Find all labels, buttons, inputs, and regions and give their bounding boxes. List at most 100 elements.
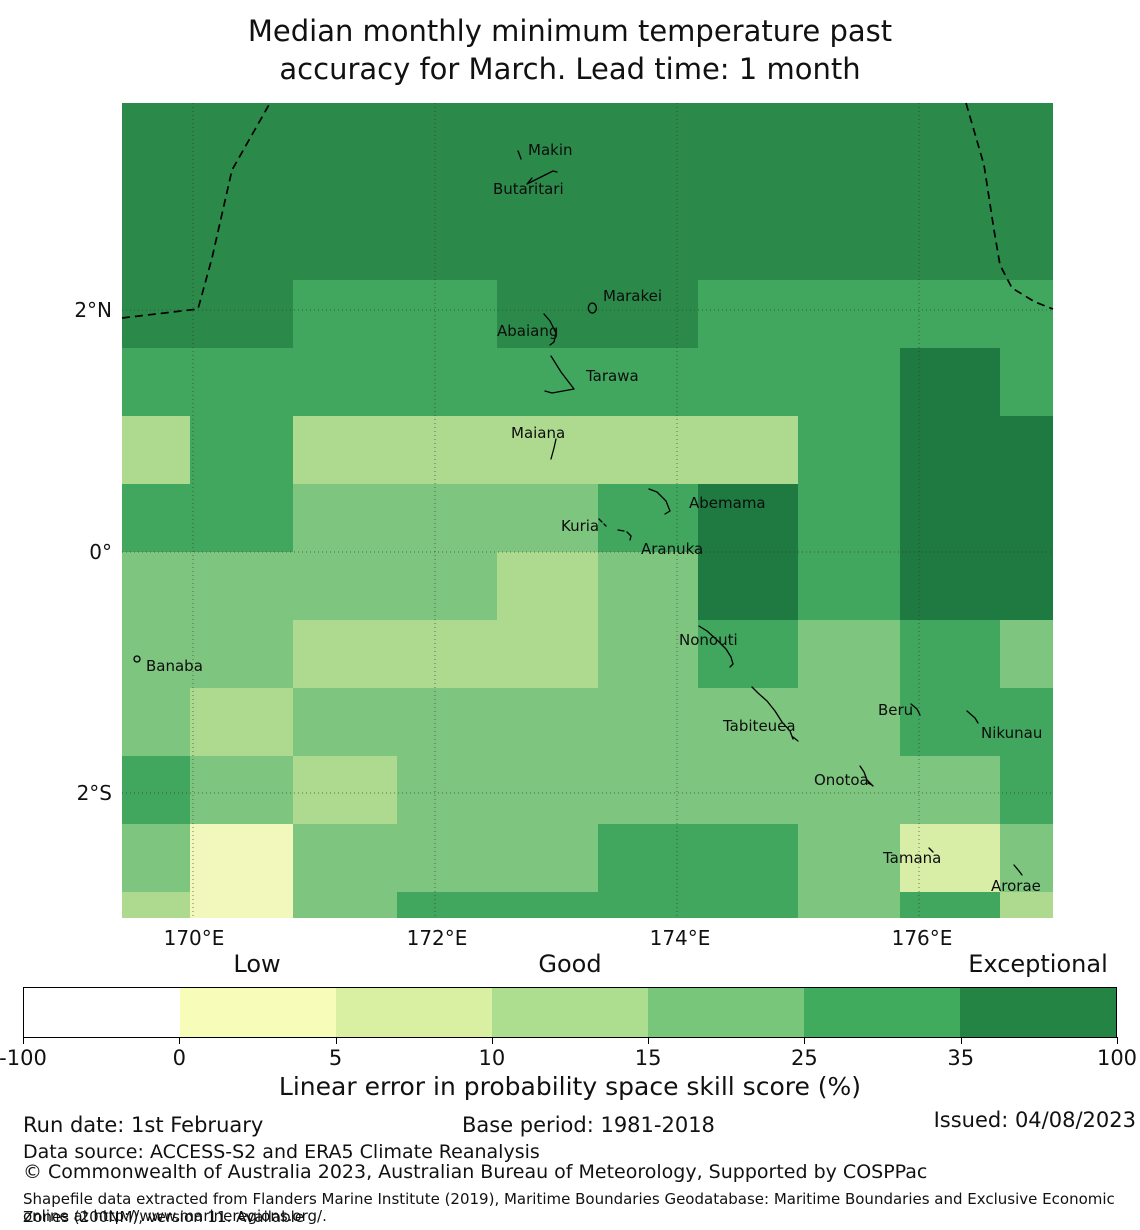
grid-cell [900, 552, 1000, 620]
island-label-butaritari: Butaritari [493, 180, 564, 198]
grid-cell [122, 348, 190, 416]
grid-cell [293, 892, 397, 918]
grid-cell [900, 756, 1000, 824]
grid-cell [598, 756, 698, 824]
grid-cell [122, 756, 190, 824]
grid-cell [122, 212, 190, 280]
grid-cell [698, 824, 798, 892]
grid-cell [798, 824, 900, 892]
grid-cell [598, 280, 698, 348]
legend-colorbar [23, 987, 1117, 1038]
grid-cell [293, 552, 397, 620]
grid-cell [397, 824, 497, 892]
legend-zone-label-good: Good [538, 950, 602, 978]
grid-cell [122, 688, 190, 756]
grid-cell [698, 892, 798, 918]
grid-cell [1000, 620, 1053, 688]
grid-cell [598, 484, 698, 552]
grid-cell [1000, 280, 1053, 348]
grid-cell [900, 688, 1000, 756]
colorbar-tick-mark [491, 1037, 493, 1044]
grid-cell [293, 212, 397, 280]
island-label-tabiteuea: Tabiteuea [723, 717, 796, 735]
grid-cell [122, 484, 190, 552]
island-label-beru: Beru [878, 701, 914, 719]
island-label-nikunau: Nikunau [981, 724, 1043, 742]
grid-cell [397, 212, 497, 280]
grid-cell [190, 756, 293, 824]
grid-cell [397, 484, 497, 552]
shapefile-note-line2: online at http://www.marineregions.org/. [23, 1207, 327, 1225]
x-axis-tick-label: 172°E [406, 926, 468, 950]
grid-cell [190, 824, 293, 892]
grid-cell [122, 824, 190, 892]
grid-cell [698, 212, 798, 280]
island-label-abemama: Abemama [689, 494, 766, 512]
colorbar-segment [336, 988, 492, 1037]
grid-cell [698, 756, 798, 824]
grid-cell [598, 348, 698, 416]
grid-cell [598, 620, 698, 688]
grid-cell [190, 688, 293, 756]
colorbar-tick-label: 100 [1096, 1046, 1138, 1070]
colorbar-segment [648, 988, 804, 1037]
grid-cell [1000, 892, 1053, 918]
run-date-text: Run date: 1st February [23, 1113, 264, 1137]
grid-cell [497, 348, 598, 416]
grid-cell [1000, 144, 1053, 212]
grid-cell [397, 280, 497, 348]
grid-cell [190, 144, 293, 212]
grid-cell [798, 484, 900, 552]
grid-cell [122, 416, 190, 484]
grid-cell [293, 103, 397, 144]
island-label-tarawa: Tarawa [586, 367, 639, 385]
grid-cell [190, 552, 293, 620]
grid-cell [293, 416, 397, 484]
grid-cell [190, 620, 293, 688]
grid-cell [190, 212, 293, 280]
colorbar-tick-label: 35 [947, 1046, 975, 1070]
y-axis-tick-label: 2°N [74, 298, 112, 322]
grid-cell [900, 144, 1000, 212]
colorbar-tick-mark [1117, 1037, 1118, 1044]
grid-cell [497, 824, 598, 892]
legend-zone-label-exceptional: Exceptional [968, 950, 1108, 978]
colorbar-tick-label: 0 [172, 1046, 186, 1070]
island-label-nonouti: Nonouti [679, 631, 738, 649]
colorbar-tick-label: -100 [0, 1046, 47, 1070]
colorbar-segment [180, 988, 336, 1037]
colorbar-tick-label: 15 [634, 1046, 662, 1070]
grid-cell [397, 620, 497, 688]
grid-cell [397, 552, 497, 620]
grid-cell [1000, 212, 1053, 280]
colorbar-segment [804, 988, 960, 1037]
grid-cell [190, 103, 293, 144]
grid-cell [497, 892, 598, 918]
legend-caption: Linear error in probability space skill … [278, 1072, 862, 1101]
grid-cell [900, 892, 1000, 918]
grid-cell [293, 484, 397, 552]
grid-cell [798, 416, 900, 484]
grid-cell [798, 620, 900, 688]
grid-cell [497, 756, 598, 824]
grid-cell [497, 212, 598, 280]
island-label-banaba: Banaba [146, 657, 203, 675]
grid-cell [698, 552, 798, 620]
shapefile-note-line1: Shapefile data extracted from Flanders M… [23, 1190, 1115, 1226]
colorbar-segment [492, 988, 648, 1037]
grid-cell [293, 620, 397, 688]
grid-cell [1000, 824, 1053, 892]
grid-cell [900, 824, 1000, 892]
colorbar-segment [960, 988, 1116, 1037]
grid-cell [900, 416, 1000, 484]
grid-cell [1000, 552, 1053, 620]
colorbar-tick-label: 25 [791, 1046, 818, 1070]
grid-cell [900, 348, 1000, 416]
grid-cell [1000, 688, 1053, 756]
grid-cell [293, 824, 397, 892]
grid-cell [598, 688, 698, 756]
grid-cell [698, 103, 798, 144]
grid-cell [190, 348, 293, 416]
grid-cell [1000, 103, 1053, 144]
grid-cell [798, 688, 900, 756]
